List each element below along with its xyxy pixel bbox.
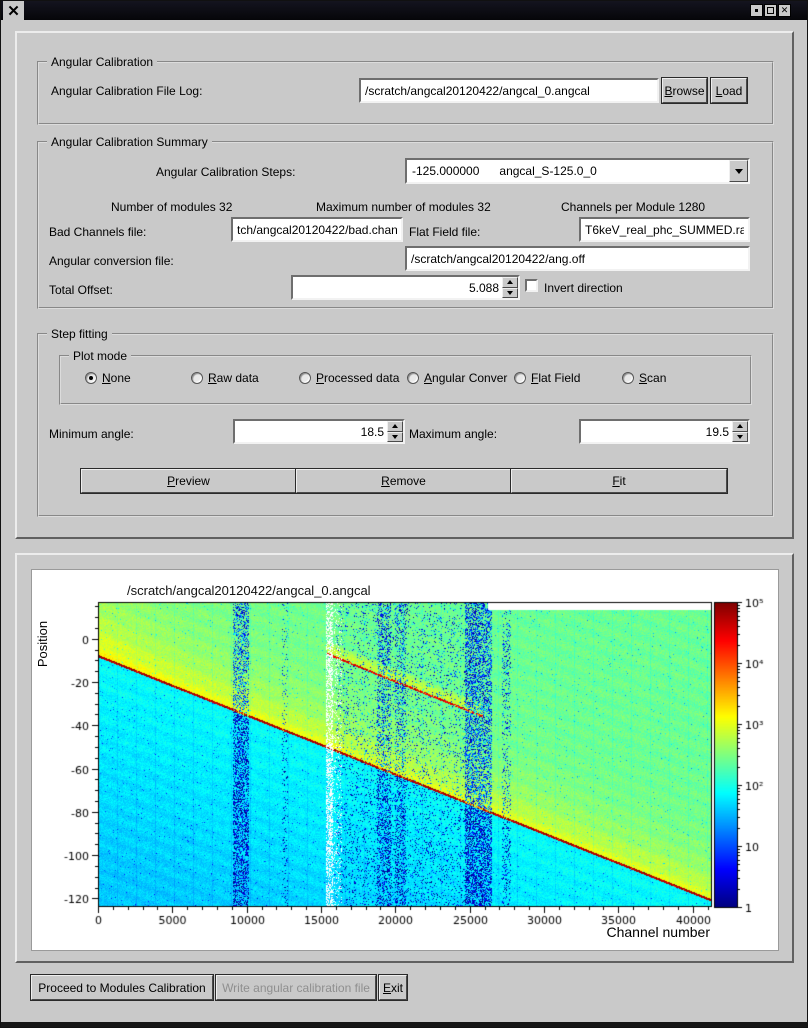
minimize-icon xyxy=(755,9,758,12)
min-angle-label: Minimum angle: xyxy=(49,427,134,441)
plot-area: /scratch/angcal20120422/angcal_0.angcal … xyxy=(31,569,779,951)
total-offset-input[interactable] xyxy=(293,277,502,298)
calibration-form-panel: Angular Calibration Angular Calibration … xyxy=(15,31,794,539)
radio-angular-conversion-icon xyxy=(407,372,419,384)
window-bottom-edge[interactable] xyxy=(1,1022,807,1027)
radio-scan-label: Scan xyxy=(639,371,667,385)
invert-direction-label: Invert direction xyxy=(544,281,623,295)
radio-angular-conversion-label: Angular Conver xyxy=(424,371,508,385)
min-angle-spin-up[interactable] xyxy=(387,421,403,432)
file-log-label: Angular Calibration File Log: xyxy=(51,84,203,98)
group-angular-calibration-title: Angular Calibration xyxy=(47,55,158,69)
radio-raw-data-label: Raw data xyxy=(208,371,259,385)
arrow-down-icon xyxy=(507,290,513,295)
arrow-down-icon xyxy=(737,434,743,439)
max-angle-label: Maximum angle: xyxy=(409,427,498,441)
radio-processed-data-icon xyxy=(299,372,311,384)
close-button[interactable]: ✕ xyxy=(778,4,791,17)
bad-channels-label: Bad Channels file: xyxy=(49,225,147,239)
min-angle-spinbox xyxy=(233,419,405,444)
total-offset-spinbox xyxy=(291,275,520,300)
plot-x-axis-label: Channel number xyxy=(606,924,710,940)
min-angle-spin-down[interactable] xyxy=(387,431,403,442)
chevron-down-icon xyxy=(734,168,743,174)
radio-processed-data-label: Processed data xyxy=(316,371,400,385)
max-angle-input[interactable] xyxy=(581,421,732,442)
group-calibration-summary-title: Angular Calibration Summary xyxy=(47,135,212,149)
channels-per-module-text: Channels per Module 1280 xyxy=(561,200,706,214)
plot-title: /scratch/angcal20120422/angcal_0.angcal xyxy=(127,583,371,598)
group-plot-mode-title: Plot mode xyxy=(69,349,132,363)
total-offset-spin-up[interactable] xyxy=(502,277,518,288)
close-icon: ✕ xyxy=(780,5,789,15)
write-angular-calibration-file-button[interactable]: Write angular calibration file xyxy=(216,975,376,1000)
arrow-up-icon xyxy=(392,424,398,429)
group-calibration-summary: Angular Calibration Summary Angular Cali… xyxy=(37,135,774,309)
num-modules-text: Number of modules 32 xyxy=(111,200,233,214)
radio-none-icon xyxy=(85,372,97,384)
plot-y-axis-label: Position xyxy=(35,620,50,668)
group-step-fitting-title: Step fitting xyxy=(47,327,112,341)
calibration-heatmap-canvas[interactable] xyxy=(32,570,778,950)
max-angle-spinbox xyxy=(579,419,750,444)
group-step-fitting: Step fitting Plot mode None Raw data Pro… xyxy=(37,327,774,517)
x-window-icon[interactable]: ✕ xyxy=(3,1,24,20)
calibration-steps-label: Angular Calibration Steps: xyxy=(156,165,296,179)
maximize-icon xyxy=(767,7,774,14)
radio-scan-icon xyxy=(622,372,634,384)
file-log-input[interactable] xyxy=(359,78,659,103)
arrow-down-icon xyxy=(392,434,398,439)
angular-conversion-label: Angular conversion file: xyxy=(49,254,174,268)
radio-angular-conversion[interactable]: Angular Conver xyxy=(407,371,507,385)
proceed-to-modules-calibration-button[interactable]: Proceed to Modules Calibration xyxy=(31,975,213,1000)
arrow-up-icon xyxy=(507,280,513,285)
radio-raw-data[interactable]: Raw data xyxy=(191,371,259,385)
maximize-button[interactable] xyxy=(764,4,777,17)
minimize-button[interactable] xyxy=(750,4,763,17)
radio-flat-field-icon xyxy=(514,372,526,384)
bad-channels-input[interactable] xyxy=(231,217,403,242)
radio-flat-field-label: Flat Field xyxy=(531,371,581,385)
max-angle-spin-down[interactable] xyxy=(732,431,748,442)
combo-dropdown-button[interactable] xyxy=(729,160,748,182)
max-angle-spin-up[interactable] xyxy=(732,421,748,432)
arrow-up-icon xyxy=(737,424,743,429)
min-angle-input[interactable] xyxy=(235,421,387,442)
max-modules-text: Maximum number of modules 32 xyxy=(316,200,491,214)
calibration-steps-value: -125.000000 angcal_S-125.0_0 xyxy=(412,164,597,178)
group-plot-mode: Plot mode None Raw data Processed data A… xyxy=(59,349,752,405)
plot-panel: /scratch/angcal20120422/angcal_0.angcal … xyxy=(15,553,794,963)
flat-field-label: Flat Field file: xyxy=(409,225,481,239)
calibration-steps-combobox[interactable]: -125.000000 angcal_S-125.0_0 xyxy=(405,158,750,184)
invert-direction-checkbox[interactable] xyxy=(525,279,538,292)
radio-raw-data-icon xyxy=(191,372,203,384)
radio-none[interactable]: None xyxy=(85,371,131,385)
radio-flat-field[interactable]: Flat Field xyxy=(514,371,580,385)
flat-field-input[interactable] xyxy=(579,217,750,242)
radio-scan[interactable]: Scan xyxy=(622,371,666,385)
group-angular-calibration: Angular Calibration Angular Calibration … xyxy=(37,55,774,125)
radio-processed-data[interactable]: Processed data xyxy=(299,371,399,385)
radio-none-label: None xyxy=(102,371,131,385)
total-offset-spin-down[interactable] xyxy=(502,287,518,298)
titlebar[interactable]: ✕ ✕ xyxy=(1,1,807,20)
angular-conversion-input[interactable] xyxy=(405,246,750,271)
total-offset-label: Total Offset: xyxy=(49,283,113,297)
